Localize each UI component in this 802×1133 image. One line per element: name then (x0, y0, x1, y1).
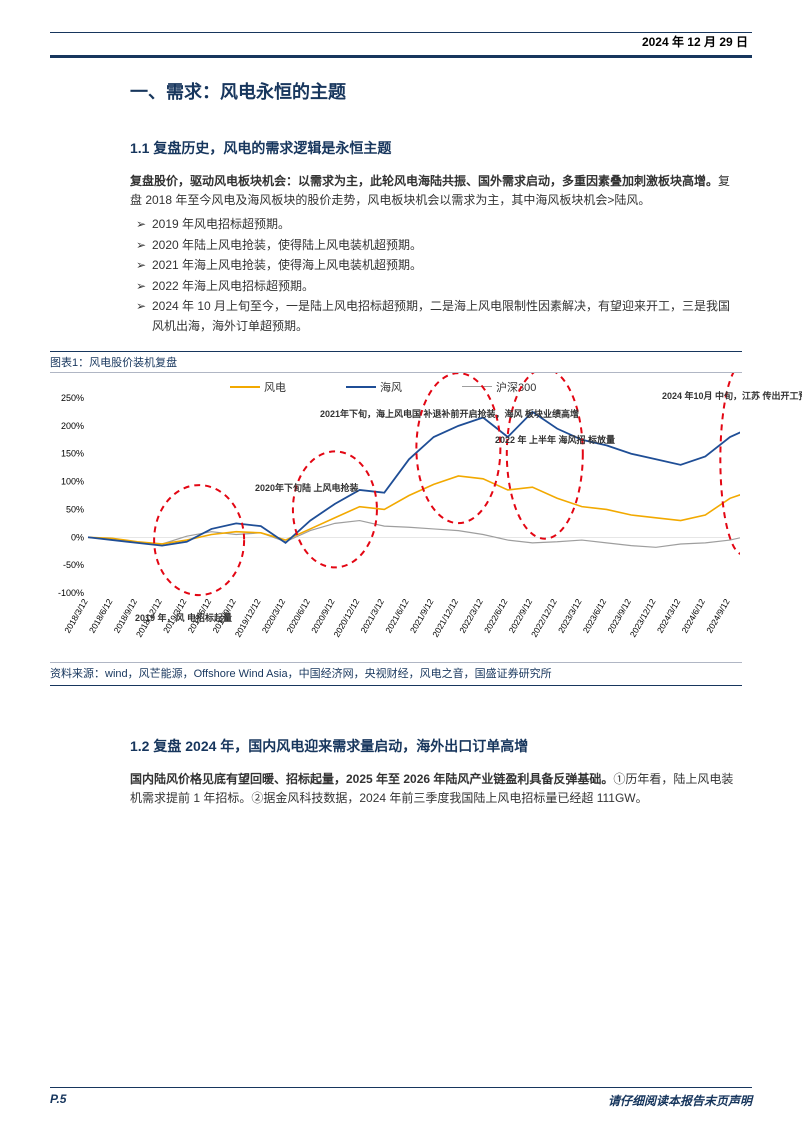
header-date: 2024 年 12 月 29 日 (642, 33, 748, 50)
svg-text:2024/9/12: 2024/9/12 (704, 596, 732, 634)
bullet-item: 2022 年海上风电招标超预期。 (130, 276, 742, 296)
annot-2022: 2022 年 上半年 海风招 标放量 (495, 435, 615, 446)
svg-text:2018/3/12: 2018/3/12 (62, 596, 90, 634)
bullet-item: 2021 年海上风电抢装，使得海上风电装机超预期。 (130, 255, 742, 275)
svg-text:150%: 150% (61, 448, 84, 458)
svg-text:2023/3/12: 2023/3/12 (556, 596, 584, 634)
bullet-item: 2020 年陆上风电抢装，使得陆上风电装机超预期。 (130, 235, 742, 255)
svg-text:2020/9/12: 2020/9/12 (309, 596, 337, 634)
svg-text:50%: 50% (66, 504, 84, 514)
chart-title-text: 图表1：风电股价装机复盘 (50, 354, 742, 373)
section-title: 一、需求：风电永恒的主题 (130, 78, 742, 104)
svg-text:-50%: -50% (63, 560, 84, 570)
para-2-bold: 国内陆风价格见底有望回暖、招标起量，2025 年至 2026 年陆风产业链盈利具… (130, 772, 613, 786)
annot-text: 2022 年 上半年 海风招 标放量 (495, 435, 615, 445)
subsection-1-1-title: 1.1 复盘历史，风电的需求逻辑是永恒主题 (130, 138, 742, 158)
svg-text:2022/9/12: 2022/9/12 (507, 596, 535, 634)
content-area: 一、需求：风电永恒的主题 1.1 复盘历史，风电的需求逻辑是永恒主题 复盘股价，… (130, 78, 742, 812)
svg-text:2024/3/12: 2024/3/12 (655, 596, 683, 634)
svg-text:-100%: -100% (58, 588, 84, 598)
subsection-1-2-title: 1.2 复盘 2024 年，国内风电迎来需求量启动，海外出口订单高增 (130, 736, 742, 756)
annot-2020: 2020年下旬陆 上风电抢装 (255, 483, 359, 494)
svg-text:2022/3/12: 2022/3/12 (457, 596, 485, 634)
footer-disclaimer: 请仔细阅读本报告末页声明 (608, 1092, 752, 1109)
svg-text:2023/9/12: 2023/9/12 (605, 596, 633, 634)
annot-2021: 2021年下旬，海上风电国 补退补前开启抢装，海风 板块业绩高增 (320, 409, 579, 420)
annot-2019: 2019 年，风 电招标起量 (135, 613, 232, 624)
svg-text:2018/6/12: 2018/6/12 (87, 596, 115, 634)
svg-text:2021/9/12: 2021/9/12 (408, 596, 436, 634)
svg-text:2024/6/12: 2024/6/12 (679, 596, 707, 634)
top-rule-thick (50, 55, 752, 58)
page-number: P.5 (50, 1092, 66, 1109)
svg-text:0%: 0% (71, 532, 84, 542)
para-1: 复盘股价，驱动风电板块机会：以需求为主，此轮风电海陆共振、国外需求启动，多重因素… (130, 172, 742, 210)
svg-text:100%: 100% (61, 476, 84, 486)
svg-text:200%: 200% (61, 421, 84, 431)
bullet-item: 2019 年风电招标超预期。 (130, 214, 742, 234)
bullet-item: 2024 年 10 月上旬至今，一是陆上风电招标超预期，二是海上风电限制性因素解… (130, 296, 742, 337)
svg-text:2020/6/12: 2020/6/12 (284, 596, 312, 634)
chart-title: 图表1：风电股价装机复盘 (50, 351, 742, 373)
annot-text: 2024 年10月 中旬，江苏 传出开工预 期 (662, 391, 802, 401)
annot-text: 2021年下旬，海上风电国 补退补前开启抢装，海风 板块业绩高增 (320, 409, 579, 419)
annot-2024: 2024 年10月 中旬，江苏 传出开工预 期 (662, 391, 802, 402)
para-2: 国内陆风价格见底有望回暖、招标起量，2025 年至 2026 年陆风产业链盈利具… (130, 770, 742, 808)
para-1-bold: 复盘股价，驱动风电板块机会：以需求为主，此轮风电海陆共振、国外需求启动，多重因素… (130, 174, 718, 188)
footer: P.5 请仔细阅读本报告末页声明 (50, 1087, 752, 1109)
chart-source: 资料来源：wind，风芒能源，Offshore Wind Asia，中国经济网，… (50, 663, 742, 686)
svg-text:2023/6/12: 2023/6/12 (581, 596, 609, 634)
svg-text:250%: 250% (61, 393, 84, 403)
annot-text: 2019 年，风 电招标起量 (135, 613, 232, 623)
svg-text:2020/3/12: 2020/3/12 (260, 596, 288, 634)
svg-text:2021/6/12: 2021/6/12 (383, 596, 411, 634)
svg-text:2021/3/12: 2021/3/12 (358, 596, 386, 634)
svg-text:2022/6/12: 2022/6/12 (482, 596, 510, 634)
chart-container: 风电 海风 沪深300 -100%-50%0%50%100%150%200%25… (50, 373, 742, 663)
annot-text: 2020年下旬陆 上风电抢装 (255, 483, 359, 493)
